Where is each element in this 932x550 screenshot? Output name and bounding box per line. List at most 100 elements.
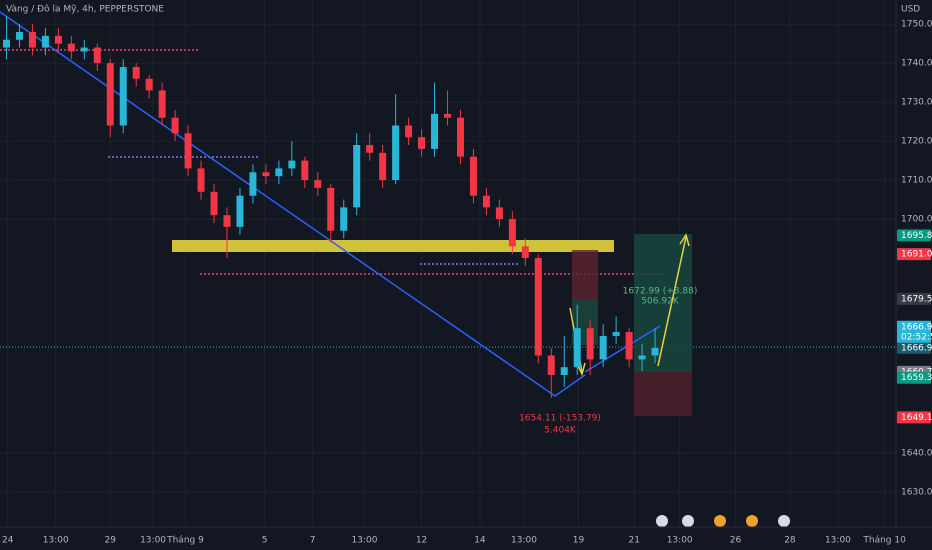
candle-body [340,207,348,231]
annotation: 506.92K [641,297,679,307]
candle-body [366,145,374,153]
zone [172,240,614,252]
y-tick-label: 1720.00 [901,137,932,147]
position-risk [572,250,598,300]
candle-body [586,328,594,360]
x-tick-label: 5 [262,536,268,546]
candle-body [469,156,477,196]
x-tick-label: 24 [2,536,14,546]
candle-body [145,78,153,91]
x-tick-label: 14 [474,536,486,546]
y-tick-label: 1730.00 [901,98,932,108]
candle-body [41,35,49,48]
candle-body [2,39,10,48]
candle-body [431,113,439,149]
price-badge-label: 1659.30 [901,373,932,383]
candle-body [67,43,75,52]
arrow [657,236,687,367]
price-badge-label: 1691.00 [901,250,932,260]
arrow-head [576,362,586,377]
price-badge-label: 1679.52 [901,294,932,304]
y-tick-label: 1710.00 [901,176,932,186]
annotation: 5.404K [544,426,577,436]
event-icon[interactable] [682,515,694,527]
candle-body [132,67,140,79]
event-icon[interactable] [778,515,790,527]
annotation: 1654.11 (-153.79) [519,414,601,424]
candle-body [262,172,270,177]
candle-body [495,207,503,220]
candle-body [418,137,426,149]
x-tick-label: 13:00 [352,536,378,546]
candle-body [534,258,542,356]
candle-body [599,336,607,360]
event-icon[interactable] [746,515,758,527]
candle-body [573,328,581,368]
candle-body [28,31,36,48]
candle-body [625,332,633,360]
event-icon[interactable] [656,515,668,527]
candle-body [249,172,257,196]
price-badge [897,248,931,261]
candle-body [444,113,451,118]
price-badge [897,292,931,305]
price-badge-label: 1649.11 [901,413,932,423]
x-tick-label: 7 [310,536,316,546]
x-tick-label: 21 [629,536,640,546]
candle-body [106,63,114,126]
drawings [0,11,895,527]
candle-body [379,152,387,181]
annotation: 1672.99 (+8.88) [623,287,698,297]
x-tick-label: 13:00 [43,536,69,546]
candle-body [184,133,192,169]
x-tick-label: Tháng 10 [862,536,906,546]
candle-body [158,90,166,118]
candle-body [521,246,529,259]
price-badge [897,371,931,384]
x-tick-label: 13:00 [140,536,166,546]
candle-body [651,347,659,356]
trend-line [584,325,661,373]
candle-body [210,191,218,216]
price-badge [897,229,931,242]
candle-body [612,332,620,337]
candle-body [638,355,646,360]
y-tick-label: 1640.00 [901,448,932,458]
candle-body [15,31,23,40]
price-axis [896,0,932,550]
candle-body [301,160,309,181]
x-tick-label: 13:00 [511,536,537,546]
last-price-badge [897,320,931,343]
price-badge-label: 1695.82 [901,231,932,241]
candle-body [197,168,205,192]
countdown-label: 02:52:59 [901,332,932,342]
candle-body [482,195,490,208]
x-tick-label: 13:00 [825,536,851,546]
candle-body [547,355,555,375]
x-tick-label: 19 [573,536,585,546]
candle-body [392,125,400,181]
candle-body [353,145,361,208]
price-badge-label: 1666.98 [901,343,932,353]
price-badge [897,341,931,354]
candle-body [54,35,62,44]
candle-body [560,367,568,375]
position-risk [634,372,692,416]
candle-body [119,67,127,126]
candle-body [288,160,296,169]
candle-body [223,215,231,227]
last-price-label: 1666.98 [901,322,932,332]
y-tick-label: 1630.00 [901,487,932,497]
candle-body [93,47,101,64]
candles [2,16,659,398]
x-tick-label: 29 [105,536,117,546]
x-tick-label: 13:00 [667,536,693,546]
event-icon[interactable] [714,515,726,527]
symbol-legend: Vàng / Đô la Mỹ, 4h, PEPPERSTONE [6,4,164,15]
arrow-head [679,233,690,247]
y-tick-label: 1740.00 [901,59,932,69]
candle-body [327,187,335,231]
x-tick-label: Tháng 9 [166,536,204,546]
